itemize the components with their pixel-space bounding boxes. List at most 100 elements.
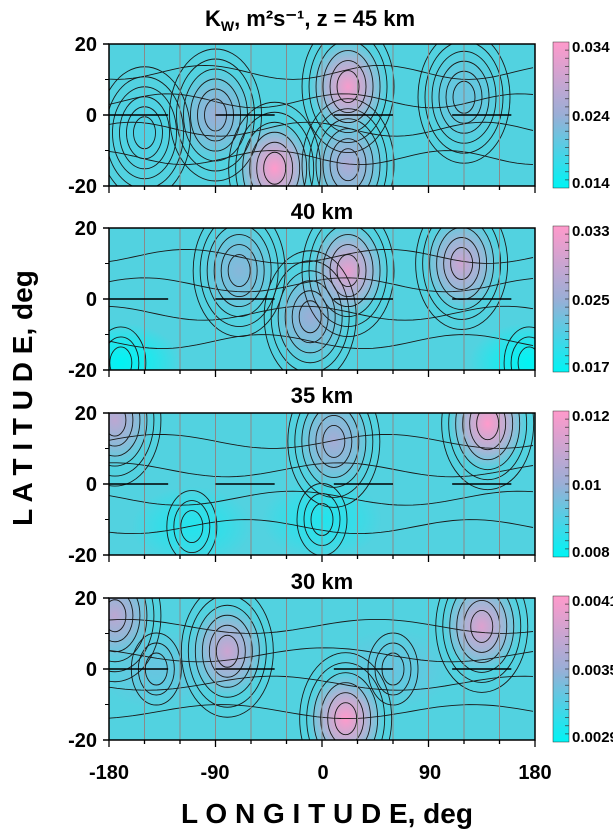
contour-line (435, 598, 529, 693)
contour-line (301, 44, 395, 154)
contour-line (510, 336, 535, 370)
contour-line (476, 413, 500, 441)
y-tick-label: -20 (68, 360, 97, 382)
contour-line (180, 510, 204, 544)
contour-line (517, 346, 535, 370)
colorbar-label: 0.0041 (572, 593, 613, 610)
x-tick-label: 180 (518, 762, 551, 784)
contour-line (450, 247, 474, 280)
contour-field (109, 598, 534, 740)
contour-line (270, 260, 350, 370)
y-tick-label: 0 (86, 289, 97, 311)
contour-line (109, 413, 141, 457)
contour-line (109, 599, 127, 633)
contour-line (315, 228, 381, 318)
panel-35km: 20 0 -20 0.012 0.01 0.008 (68, 403, 610, 567)
contour-line (109, 413, 162, 487)
y-tick-label: -20 (68, 176, 97, 198)
contour-line (503, 326, 535, 370)
contour-line (299, 652, 393, 740)
x-tick-label: -180 (89, 762, 129, 784)
contour-line (109, 248, 534, 264)
contour-line (441, 413, 535, 491)
contour-line (109, 598, 155, 673)
contour-line (291, 290, 329, 344)
contour-line (109, 675, 534, 691)
contour-line (173, 500, 211, 554)
contour-line (462, 413, 514, 461)
y-tick-label: 20 (75, 34, 97, 56)
contour-line (329, 244, 367, 298)
contour-line (109, 413, 127, 437)
contour-line (422, 228, 502, 320)
contour-line (180, 598, 274, 718)
contour-line (201, 614, 253, 688)
contour-line (109, 490, 534, 506)
contour-line (456, 598, 508, 663)
contour-line (187, 598, 267, 708)
contour-line (109, 413, 134, 447)
y-tick-label: 20 (75, 403, 97, 425)
colorbar-label: 0.014 (572, 175, 610, 192)
contour-line (109, 305, 534, 321)
contour-line (220, 244, 258, 298)
y-tick-label: 20 (75, 588, 97, 610)
colorbar-label: 0.017 (572, 359, 610, 376)
contour-line (109, 704, 534, 720)
field-maximum (443, 598, 520, 673)
contour-field (109, 413, 535, 555)
contour-line (469, 413, 507, 451)
field-maximum (449, 413, 526, 470)
y-tick-label: 0 (86, 474, 97, 496)
contour-line (166, 490, 218, 555)
x-tick-label: 90 (419, 762, 441, 784)
contour-line (208, 624, 246, 678)
contour-line (109, 462, 534, 478)
x-tick-labels: -180 -90 0 90 180 (89, 762, 552, 784)
contour-line (322, 234, 374, 308)
contour-line (277, 270, 343, 364)
contour-line (235, 111, 315, 186)
contour-line (109, 618, 534, 634)
contour-line (215, 634, 239, 668)
contour-line (109, 346, 133, 370)
panel-30km: 20 0 -20 0.0041 0.0035 0.0029 (68, 588, 613, 752)
contour-line (308, 44, 388, 144)
colorbar-35km: 0.012 0.01 0.008 (552, 408, 610, 561)
contour-line (442, 598, 522, 683)
contour-line (298, 300, 322, 334)
colorbar-label: 0.034 (572, 39, 610, 56)
y-axis-label: L A T I T U D E, deg (7, 270, 38, 526)
field-maximum (295, 413, 372, 488)
contour-line (329, 60, 367, 114)
contour-line (448, 413, 528, 481)
contour-line (109, 64, 534, 80)
colorbar-45km: 0.034 0.024 0.014 (552, 39, 610, 192)
panel-title-30km: 30 km (291, 569, 353, 594)
contour-line (470, 609, 494, 643)
panel-40km: 20 0 -20 0.033 0.025 0.017 (68, 218, 610, 382)
field-maximum (201, 228, 278, 317)
colorbar-40km: 0.033 0.025 0.017 (552, 223, 610, 376)
contour-line (313, 672, 379, 740)
panel-title-45km: KW, m²s⁻¹, z = 45 km (205, 6, 415, 34)
contour-line (256, 141, 294, 186)
contour-line (308, 108, 388, 186)
contour-line (109, 93, 534, 109)
colorbar-label: 0.0029 (572, 729, 613, 746)
colorbar-label: 0.025 (572, 292, 610, 309)
colorbar-label: 0.012 (572, 408, 610, 425)
colorbar-label: 0.01 (572, 477, 601, 494)
contour-line (449, 598, 515, 673)
field-maximum (423, 228, 500, 310)
contour-line (294, 413, 374, 498)
contour-line (227, 254, 251, 288)
contour-line (213, 234, 265, 308)
y-tick-label: 0 (86, 105, 97, 127)
contour-line (109, 326, 147, 370)
contour-line (320, 682, 372, 740)
contour-line (109, 598, 134, 643)
contour-line (109, 334, 534, 350)
field-maximum (109, 413, 153, 467)
